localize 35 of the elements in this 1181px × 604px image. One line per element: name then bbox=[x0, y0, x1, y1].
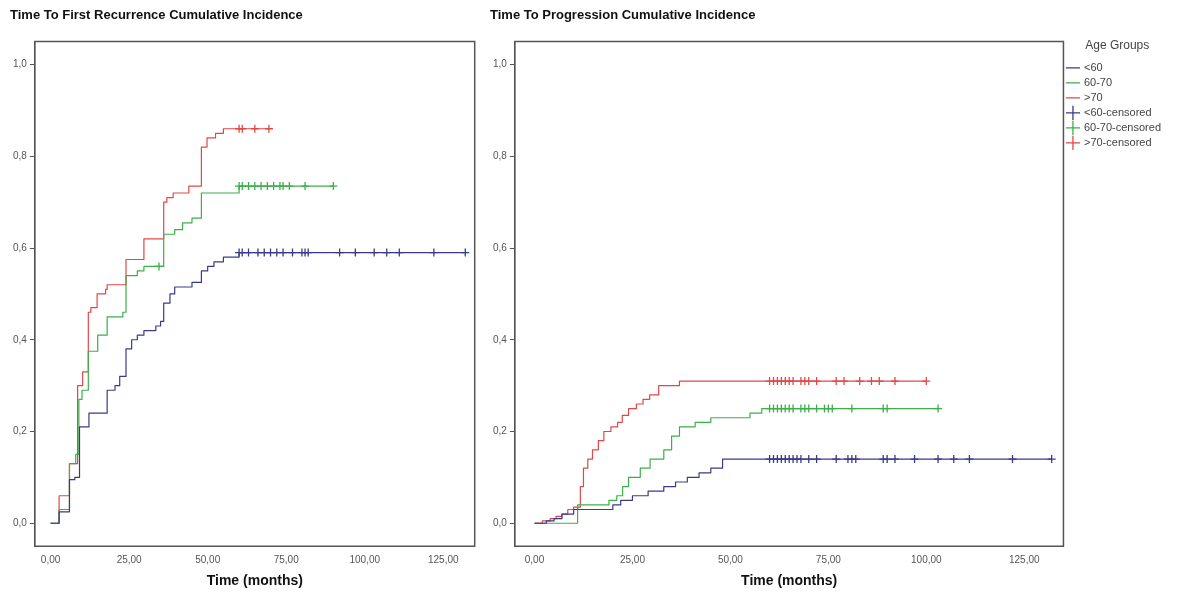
legend-label: 60-70 bbox=[1083, 75, 1113, 88]
y-tick-label: 0,8 bbox=[13, 150, 28, 162]
x-tick-label: 0,00 bbox=[524, 553, 545, 565]
x-tick-label: 75,00 bbox=[273, 553, 300, 565]
x-tick-label: 75,00 bbox=[815, 553, 842, 565]
y-tick-label: 0,8 bbox=[493, 150, 508, 162]
chart-title: Time To Progression Cumulative Incidence bbox=[490, 7, 756, 23]
x-tick-label: 125,00 bbox=[427, 553, 460, 565]
x-tick-label: 100,00 bbox=[349, 553, 381, 565]
y-tick-label: 0,0 bbox=[13, 517, 28, 529]
x-tick-label: 50,00 bbox=[195, 553, 221, 565]
y-tick-label: 0,4 bbox=[493, 333, 508, 345]
y-tick-label: 0,0 bbox=[493, 517, 508, 529]
x-tick-label: 0,00 bbox=[40, 553, 61, 565]
legend-label: 60-70-censored bbox=[1083, 120, 1162, 133]
legend-label: <60 bbox=[1083, 60, 1103, 73]
x-tick-label: 50,00 bbox=[717, 553, 744, 565]
legend-label: <60-censored bbox=[1083, 105, 1152, 118]
legend-label: >70-censored bbox=[1083, 135, 1152, 148]
y-tick-label: 0,6 bbox=[13, 241, 28, 253]
y-tick-label: 0,2 bbox=[493, 425, 508, 437]
y-tick-label: 0,6 bbox=[493, 241, 508, 253]
y-tick-label: 1,0 bbox=[493, 58, 508, 70]
y-tick-label: 1,0 bbox=[13, 58, 28, 70]
y-tick-label: 0,2 bbox=[13, 425, 28, 437]
legend-label: >70 bbox=[1083, 90, 1103, 103]
x-tick-label: 25,00 bbox=[619, 553, 646, 565]
x-tick-label: 25,00 bbox=[116, 553, 143, 565]
x-axis-title: Time (months) bbox=[741, 572, 838, 589]
x-tick-label: 100,00 bbox=[911, 553, 943, 565]
legend-title: Age Groups bbox=[1085, 38, 1150, 53]
y-tick-label: 0,4 bbox=[13, 333, 28, 345]
x-axis-title: Time (months) bbox=[206, 572, 303, 589]
chart-title: Time To First Recurrence Cumulative Incidence bbox=[10, 7, 303, 23]
x-tick-label: 125,00 bbox=[1008, 553, 1040, 565]
